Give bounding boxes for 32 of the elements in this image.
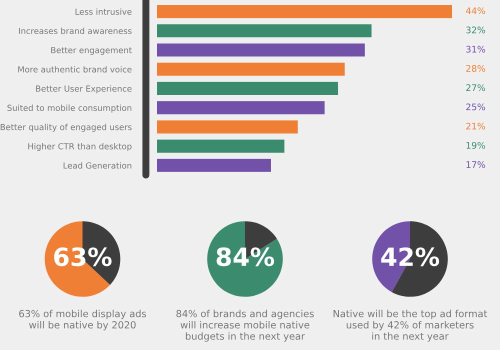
- bar: [157, 24, 372, 38]
- data-label: 31%: [466, 46, 486, 53]
- text: 84% of brands and agencies will increase mobile native budgets in the next year: [176, 310, 314, 342]
- pie-slice: [207, 221, 283, 297]
- y-tick-label: Less intrusive: [76, 8, 132, 15]
- bar: [157, 101, 325, 114]
- data-label: 25%: [466, 103, 486, 110]
- text: 63% of mobile display ads will be native by 2020: [19, 310, 146, 330]
- data-label: 21%: [466, 122, 486, 130]
- y-tick-label: Better User Experience: [36, 85, 132, 94]
- bar: [157, 140, 284, 153]
- y-tick-label: Increases brand awareness: [19, 28, 132, 34]
- y-tick-label: Better engagement: [51, 47, 132, 55]
- data-label: 28%: [466, 65, 486, 72]
- bar: [157, 120, 298, 134]
- y-tick-label: Suited to mobile consumption: [7, 104, 132, 113]
- y-tick-label: Higher CTR than desktop: [28, 142, 132, 152]
- data-label: 44%: [466, 7, 486, 14]
- y-tick-label: Lead Generation: [64, 162, 132, 169]
- data-label: 27%: [466, 84, 486, 92]
- bar: [157, 5, 452, 18]
- y-tick-label: Better quality of engaged users: [0, 124, 132, 132]
- data-label: 84%: [216, 247, 274, 266]
- data-label: 17%: [466, 161, 486, 168]
- text: Native will be the top ad format used by 42% of marketers in the next year: [334, 310, 488, 342]
- data-label: 32%: [466, 26, 486, 34]
- data-label: 19%: [466, 142, 486, 149]
- bar: [157, 62, 345, 76]
- bar: [157, 43, 365, 57]
- y-tick-label: More authentic brand voice: [18, 66, 132, 73]
- bar: [157, 82, 338, 95]
- bar: [157, 158, 271, 172]
